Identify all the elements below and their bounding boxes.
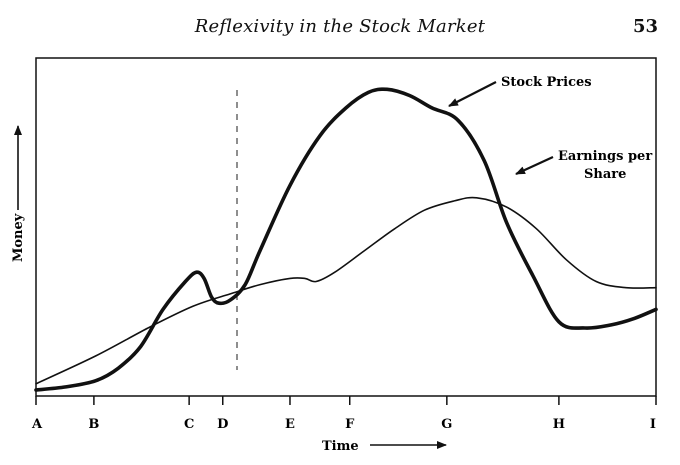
plot-frame: [35, 57, 657, 397]
series-line-stock-prices: [34, 87, 658, 392]
x-tick-label-g: G: [441, 417, 452, 432]
x-tick-label-c: C: [184, 417, 194, 432]
x-tick-label-b: B: [88, 417, 99, 432]
series-layer: [34, 87, 658, 392]
x-tick-label-i: I: [650, 417, 656, 432]
y-axis-label: Money: [11, 213, 26, 262]
x-tick-label-d: D: [217, 417, 228, 432]
x-axis-label: Time: [322, 439, 359, 454]
annotation-earnings-label-line1: Earnings per: [558, 149, 652, 164]
series-line-earnings-per-share: [35, 196, 657, 385]
x-tick-layer: A B C D E F G H I: [31, 396, 657, 432]
annotation-earnings-arrow: [515, 156, 554, 175]
annotation-earnings-label-line2: Share: [584, 167, 626, 182]
x-tick-label-a: A: [31, 417, 43, 432]
page-number: 53: [632, 16, 658, 37]
x-tick-label-h: H: [553, 417, 565, 432]
annotation-stock-prices-label: Stock Prices: [501, 75, 592, 90]
x-tick-label-e: E: [285, 417, 295, 432]
x-tick-label-f: F: [345, 417, 355, 432]
page-header-title: Reflexivity in the Stock Market: [194, 16, 486, 37]
annotation-stock-prices-arrow: [448, 81, 497, 107]
